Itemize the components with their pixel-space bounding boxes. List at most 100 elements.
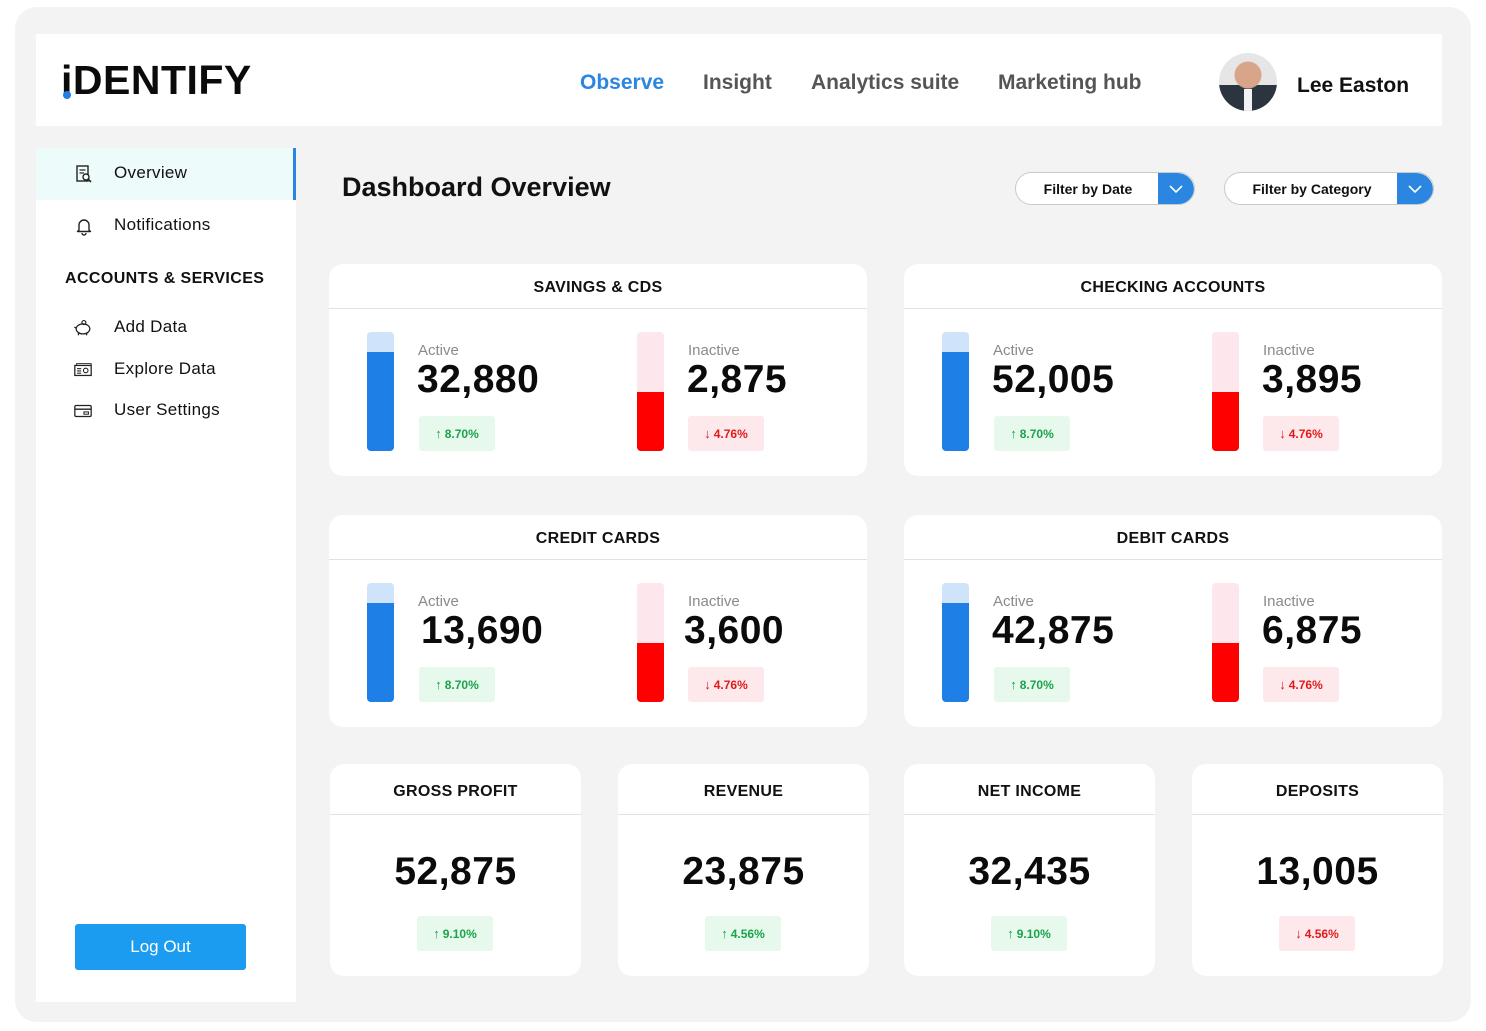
change-badge: ↓ 4.56%: [1279, 916, 1355, 951]
sidebar-item-overview[interactable]: Overview: [36, 148, 296, 200]
sidebar-item-explore-data[interactable]: Explore Data: [36, 344, 296, 396]
summary-card-revenue: REVENUE 23,875 ↑ 4.56%: [618, 764, 869, 976]
active-metric: Active 52,005 ↑ 8.70%: [942, 332, 1192, 452]
arrow-up-icon: ↑: [1010, 677, 1017, 692]
active-metric: Active 13,690 ↑ 8.70%: [367, 583, 617, 703]
change-badge: ↑ 8.70%: [419, 667, 495, 702]
change-badge: ↓ 4.76%: [1263, 667, 1339, 702]
active-bar: [367, 332, 394, 451]
chevron-down-icon: [1408, 185, 1422, 194]
metric-label: Inactive: [688, 593, 740, 610]
sidebar-item-label: Overview: [114, 163, 188, 182]
sidebar-item-notifications[interactable]: Notifications: [36, 200, 296, 252]
search-document-icon: [76, 165, 92, 183]
change-value: 9.10%: [442, 927, 477, 941]
sidebar: Overview Notifications ACCOUNTS & SERVIC…: [36, 148, 296, 1002]
filter-by-category-dropdown[interactable]: Filter by Category: [1224, 172, 1434, 205]
card-title: REVENUE: [618, 764, 869, 815]
summary-card-deposits: DEPOSITS 13,005 ↓ 4.56%: [1192, 764, 1443, 976]
account-card-checking: CHECKING ACCOUNTS Active 52,005 ↑ 8.70% I…: [904, 264, 1442, 476]
metric-label: Inactive: [1263, 593, 1315, 610]
change-badge: ↓ 4.76%: [688, 667, 764, 702]
summary-value: 13,005: [1256, 850, 1379, 893]
app-logo[interactable]: iDENTIFY: [61, 60, 252, 101]
active-metric: Active 32,880 ↑ 8.70%: [367, 332, 617, 452]
page-title: Dashboard Overview: [342, 172, 611, 202]
change-value: 4.76%: [713, 427, 748, 441]
sidebar-item-label: Notifications: [114, 215, 211, 234]
active-metric: Active 42,875 ↑ 8.70%: [942, 583, 1192, 703]
card-title: NET INCOME: [904, 764, 1155, 815]
metric-value: 42,875: [992, 609, 1115, 652]
inactive-bar: [1212, 332, 1239, 451]
nav-observe[interactable]: Observe: [580, 71, 665, 94]
summary-card-gross-profit: GROSS PROFIT 52,875 ↑ 9.10%: [330, 764, 581, 976]
change-value: 4.56%: [730, 927, 765, 941]
change-value: 4.56%: [1304, 927, 1339, 941]
card-title: DEBIT CARDS: [904, 515, 1442, 560]
change-badge: ↑ 8.70%: [994, 667, 1070, 702]
nav-analytics-suite[interactable]: Analytics suite: [811, 71, 960, 94]
summary-value: 23,875: [682, 850, 805, 893]
arrow-up-icon: ↑: [433, 926, 440, 941]
change-badge: ↑ 4.56%: [705, 916, 781, 951]
change-value: 8.70%: [444, 678, 479, 692]
filter-by-category-label: Filter by Category: [1252, 181, 1372, 197]
filter-by-date-toggle[interactable]: [1158, 173, 1194, 204]
account-card-savings: SAVINGS & CDS Active 32,880 ↑ 8.70% Inact…: [329, 264, 867, 476]
arrow-down-icon: ↓: [704, 677, 711, 692]
inactive-metric: Inactive 6,875 ↓ 4.76%: [1212, 583, 1462, 703]
change-value: 8.70%: [444, 427, 479, 441]
active-bar: [942, 332, 969, 451]
change-value: 8.70%: [1019, 427, 1054, 441]
inactive-bar: [637, 332, 664, 451]
logo-dot: [63, 91, 71, 99]
user-avatar[interactable]: [1219, 53, 1277, 111]
summary-value: 32,435: [968, 850, 1091, 893]
inactive-metric: Inactive 3,600 ↓ 4.76%: [637, 583, 887, 703]
user-name[interactable]: Lee Easton: [1297, 74, 1410, 97]
arrow-up-icon: ↑: [721, 926, 728, 941]
change-badge: ↑ 8.70%: [419, 416, 495, 451]
bell-icon: [76, 219, 92, 236]
arrow-down-icon: ↓: [1279, 677, 1286, 692]
summary-card-net-income: NET INCOME 32,435 ↑ 9.10%: [904, 764, 1155, 976]
logo-text: iDENTIFY: [61, 57, 252, 103]
sidebar-item-user-settings[interactable]: User Settings: [36, 385, 296, 437]
metric-value: 2,875: [687, 358, 788, 401]
arrow-down-icon: ↓: [1295, 926, 1302, 941]
change-value: 4.76%: [1288, 678, 1323, 692]
arrow-up-icon: ↑: [1007, 926, 1014, 941]
logout-button[interactable]: Log Out: [75, 924, 246, 970]
arrow-up-icon: ↑: [435, 677, 442, 692]
nav-insight[interactable]: Insight: [703, 71, 772, 94]
sidebar-item-add-data[interactable]: Add Data: [36, 302, 296, 354]
inactive-metric: Inactive 3,895 ↓ 4.76%: [1212, 332, 1462, 452]
metric-value: 6,875: [1262, 609, 1363, 652]
filter-by-date-dropdown[interactable]: Filter by Date: [1015, 172, 1195, 205]
active-bar: [367, 583, 394, 702]
section-heading: ACCOUNTS & SERVICES: [65, 270, 265, 287]
change-badge: ↑ 9.10%: [417, 916, 493, 951]
sidebar-item-label: Add Data: [114, 317, 188, 336]
metric-label: Active: [418, 342, 459, 359]
change-value: 8.70%: [1019, 678, 1054, 692]
metric-label: Active: [993, 342, 1034, 359]
metric-label: Active: [418, 593, 459, 610]
metric-value: 3,600: [684, 609, 785, 652]
filter-by-category-toggle[interactable]: [1397, 173, 1433, 204]
change-badge: ↓ 4.76%: [1263, 416, 1339, 451]
inactive-bar: [1212, 583, 1239, 702]
summary-value: 52,875: [394, 850, 517, 893]
sidebar-item-label: Explore Data: [114, 359, 216, 378]
change-badge: ↓ 4.76%: [688, 416, 764, 451]
change-badge: ↑ 8.70%: [994, 416, 1070, 451]
change-value: 4.76%: [1288, 427, 1323, 441]
filter-by-date-label: Filter by Date: [1043, 181, 1133, 197]
card-title: CREDIT CARDS: [329, 515, 867, 560]
arrow-down-icon: ↓: [1279, 426, 1286, 441]
change-badge: ↑ 9.10%: [991, 916, 1067, 951]
change-value: 9.10%: [1016, 927, 1051, 941]
arrow-down-icon: ↓: [704, 426, 711, 441]
nav-marketing-hub[interactable]: Marketing hub: [998, 71, 1142, 94]
